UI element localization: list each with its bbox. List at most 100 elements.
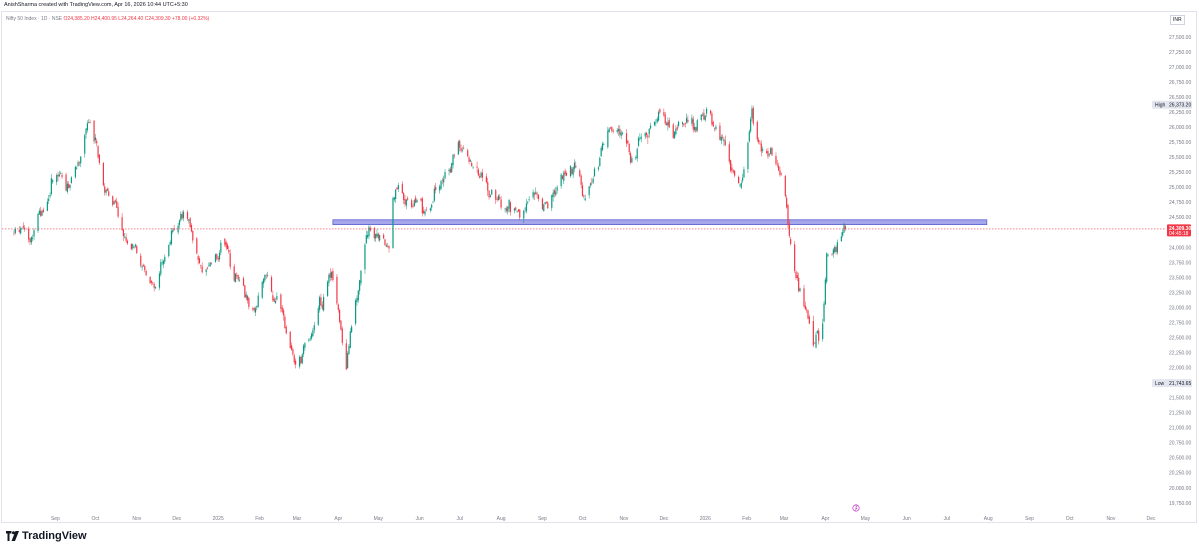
ohlc-values: O24,385.20 H24,400.95 L24,264.40 C24,309… bbox=[63, 16, 210, 22]
candle bbox=[771, 146, 773, 157]
candle-body bbox=[392, 198, 394, 249]
candle-body bbox=[824, 279, 826, 305]
candle-body bbox=[752, 108, 754, 124]
candle-body bbox=[560, 174, 562, 187]
candle bbox=[29, 237, 31, 246]
candle bbox=[543, 203, 545, 212]
candle-body bbox=[794, 244, 796, 271]
candle bbox=[383, 233, 385, 240]
candle bbox=[97, 144, 99, 159]
candle-body bbox=[545, 202, 548, 204]
candle bbox=[262, 277, 265, 288]
candle bbox=[827, 253, 829, 257]
candle-body bbox=[790, 239, 792, 244]
candle bbox=[457, 140, 459, 155]
candle-body bbox=[359, 280, 361, 291]
candle bbox=[691, 114, 693, 127]
candle bbox=[397, 182, 399, 192]
currency-button[interactable]: INR bbox=[1170, 15, 1185, 25]
candle-body bbox=[719, 125, 721, 140]
candle bbox=[96, 138, 98, 147]
candle bbox=[375, 233, 377, 242]
candle-body bbox=[313, 325, 315, 330]
candle bbox=[748, 129, 750, 143]
candle bbox=[481, 168, 483, 182]
candle bbox=[292, 347, 294, 357]
candle bbox=[780, 172, 782, 176]
x-tick-label: Mar bbox=[293, 516, 302, 522]
candle-body bbox=[290, 345, 293, 350]
x-tick-label: Jul bbox=[456, 516, 462, 522]
candle bbox=[762, 146, 764, 153]
candle-body bbox=[553, 190, 556, 194]
candle bbox=[261, 280, 263, 299]
candle bbox=[321, 301, 323, 311]
candle bbox=[459, 139, 461, 152]
candle bbox=[625, 129, 628, 147]
candle-body bbox=[695, 127, 697, 132]
x-tick-label: Dec bbox=[1147, 516, 1156, 522]
candle-body bbox=[489, 195, 491, 197]
candle bbox=[843, 222, 845, 234]
candle bbox=[105, 188, 107, 196]
candle bbox=[675, 125, 677, 136]
candle bbox=[37, 212, 39, 233]
y-tick-label: 22,500.00 bbox=[1169, 335, 1191, 341]
tradingview-logo[interactable]: TradingView bbox=[6, 530, 87, 542]
candle-body bbox=[714, 128, 716, 130]
candle bbox=[629, 151, 632, 165]
candle bbox=[301, 353, 303, 365]
candle-body bbox=[647, 135, 649, 138]
candle bbox=[768, 153, 770, 157]
candle bbox=[265, 273, 267, 280]
candle bbox=[477, 167, 479, 177]
candle bbox=[695, 126, 697, 133]
candle bbox=[435, 183, 437, 194]
candle bbox=[532, 189, 534, 200]
x-tick-label: Apr bbox=[822, 516, 830, 522]
candle bbox=[233, 263, 235, 283]
candle-body bbox=[117, 207, 119, 217]
candle bbox=[519, 208, 521, 220]
candle-body bbox=[237, 275, 239, 280]
candle bbox=[74, 165, 76, 179]
candle-body bbox=[771, 148, 773, 156]
candle bbox=[711, 111, 713, 127]
candle-body bbox=[77, 162, 79, 166]
candle bbox=[560, 173, 562, 189]
candle-body bbox=[309, 338, 311, 339]
candle-body bbox=[28, 228, 30, 240]
candle-body bbox=[181, 213, 183, 219]
candle-body bbox=[491, 189, 493, 195]
candle bbox=[30, 236, 32, 245]
y-tick-label: 19,750.00 bbox=[1169, 501, 1191, 507]
candle bbox=[387, 243, 389, 248]
candle bbox=[644, 131, 646, 140]
candle bbox=[145, 269, 147, 277]
candle-body bbox=[556, 187, 558, 191]
y-tick-label: 23,750.00 bbox=[1169, 260, 1191, 266]
candle-body bbox=[709, 110, 712, 114]
candle-body bbox=[516, 211, 518, 212]
candle-body bbox=[563, 172, 565, 181]
candle bbox=[52, 179, 54, 184]
candle-body bbox=[292, 349, 294, 355]
candle-body bbox=[423, 210, 425, 214]
candle bbox=[635, 155, 637, 161]
candle-body bbox=[218, 252, 221, 260]
candle-body bbox=[201, 266, 203, 273]
candle-body bbox=[572, 167, 574, 175]
candle-body bbox=[86, 123, 88, 131]
candle bbox=[826, 252, 828, 285]
candle-body bbox=[589, 183, 592, 186]
candle bbox=[220, 239, 222, 256]
candle bbox=[730, 159, 732, 173]
candle bbox=[130, 243, 133, 251]
candle-body bbox=[424, 211, 426, 215]
candle bbox=[796, 271, 798, 282]
candle bbox=[795, 270, 797, 281]
symbol-label[interactable]: Nifty 50 Index · 1D · NSE bbox=[6, 16, 63, 22]
candle-body bbox=[750, 119, 752, 132]
candle bbox=[832, 247, 834, 258]
